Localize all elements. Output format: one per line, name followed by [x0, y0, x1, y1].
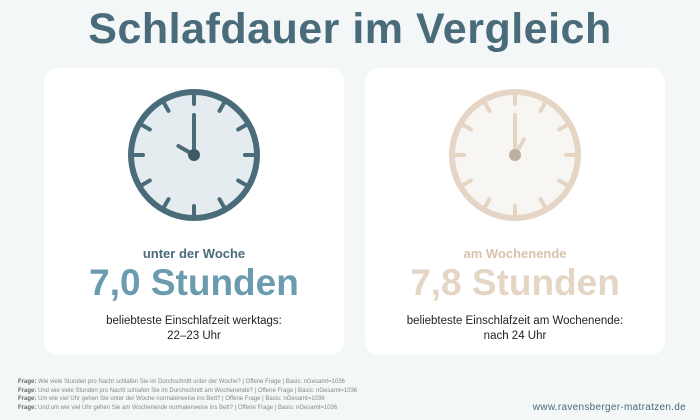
footnote: Frage: Um wie viel Uhr gehen Sie unter d… [18, 396, 325, 402]
clock-hub [188, 149, 200, 161]
card-label: am Wochenende [463, 246, 567, 261]
website-url: www.ravensberger-matratzen.de [532, 402, 686, 413]
clock-tick [140, 123, 152, 132]
footnote: Frage: Und wie viele Stunden pro Nacht s… [18, 387, 358, 394]
clock-tick [483, 101, 492, 113]
bedtime-description: beliebteste Einschlafzeit werktags: 22–2… [44, 314, 344, 344]
footnote: Frage: Und um wie viel Uhr gehen Sie am … [18, 404, 338, 411]
clock-tick [557, 123, 569, 132]
clock-tick [557, 178, 569, 187]
clock-icon [449, 89, 581, 221]
clock-tick [162, 197, 171, 209]
clock-tick [162, 101, 171, 113]
footnote: Frage: Wie viele Stunden pro Nacht schla… [18, 379, 345, 385]
clock-tick [483, 197, 492, 209]
footnotes: Frage: Wie viele Stunden pro Nacht schla… [18, 378, 357, 412]
clock-tick [236, 178, 248, 187]
clock-tick [538, 101, 547, 113]
clock-tick [217, 197, 226, 209]
clock-tick [217, 101, 226, 113]
weekend-card: am Wochenende 7,8 Stunden beliebteste Ei… [365, 68, 665, 355]
clock-tick [236, 123, 248, 132]
bedtime-description: beliebteste Einschlafzeit am Wochenende:… [365, 314, 665, 344]
weekday-card: unter der Woche 7,0 Stunden beliebteste … [44, 68, 344, 355]
clock-tick [140, 178, 152, 187]
clock-tick [461, 123, 473, 132]
bedtime-label: beliebteste Einschlafzeit am Wochenende: [406, 315, 624, 327]
clock-icon [128, 89, 260, 221]
bedtime-label: beliebteste Einschlafzeit werktags: [106, 315, 282, 327]
card-label: unter der Woche [142, 246, 246, 261]
bedtime-value: 22–23 Uhr [167, 330, 221, 342]
clock-hub [509, 149, 521, 161]
page-title: Schlafdauer im Vergleich [88, 5, 612, 53]
sleep-duration: 7,8 Stunden [410, 262, 620, 303]
bedtime-value: nach 24 Uhr [483, 330, 547, 342]
clock-tick [461, 178, 473, 187]
clock-tick [538, 197, 547, 209]
sleep-duration: 7,0 Stunden [89, 262, 299, 303]
